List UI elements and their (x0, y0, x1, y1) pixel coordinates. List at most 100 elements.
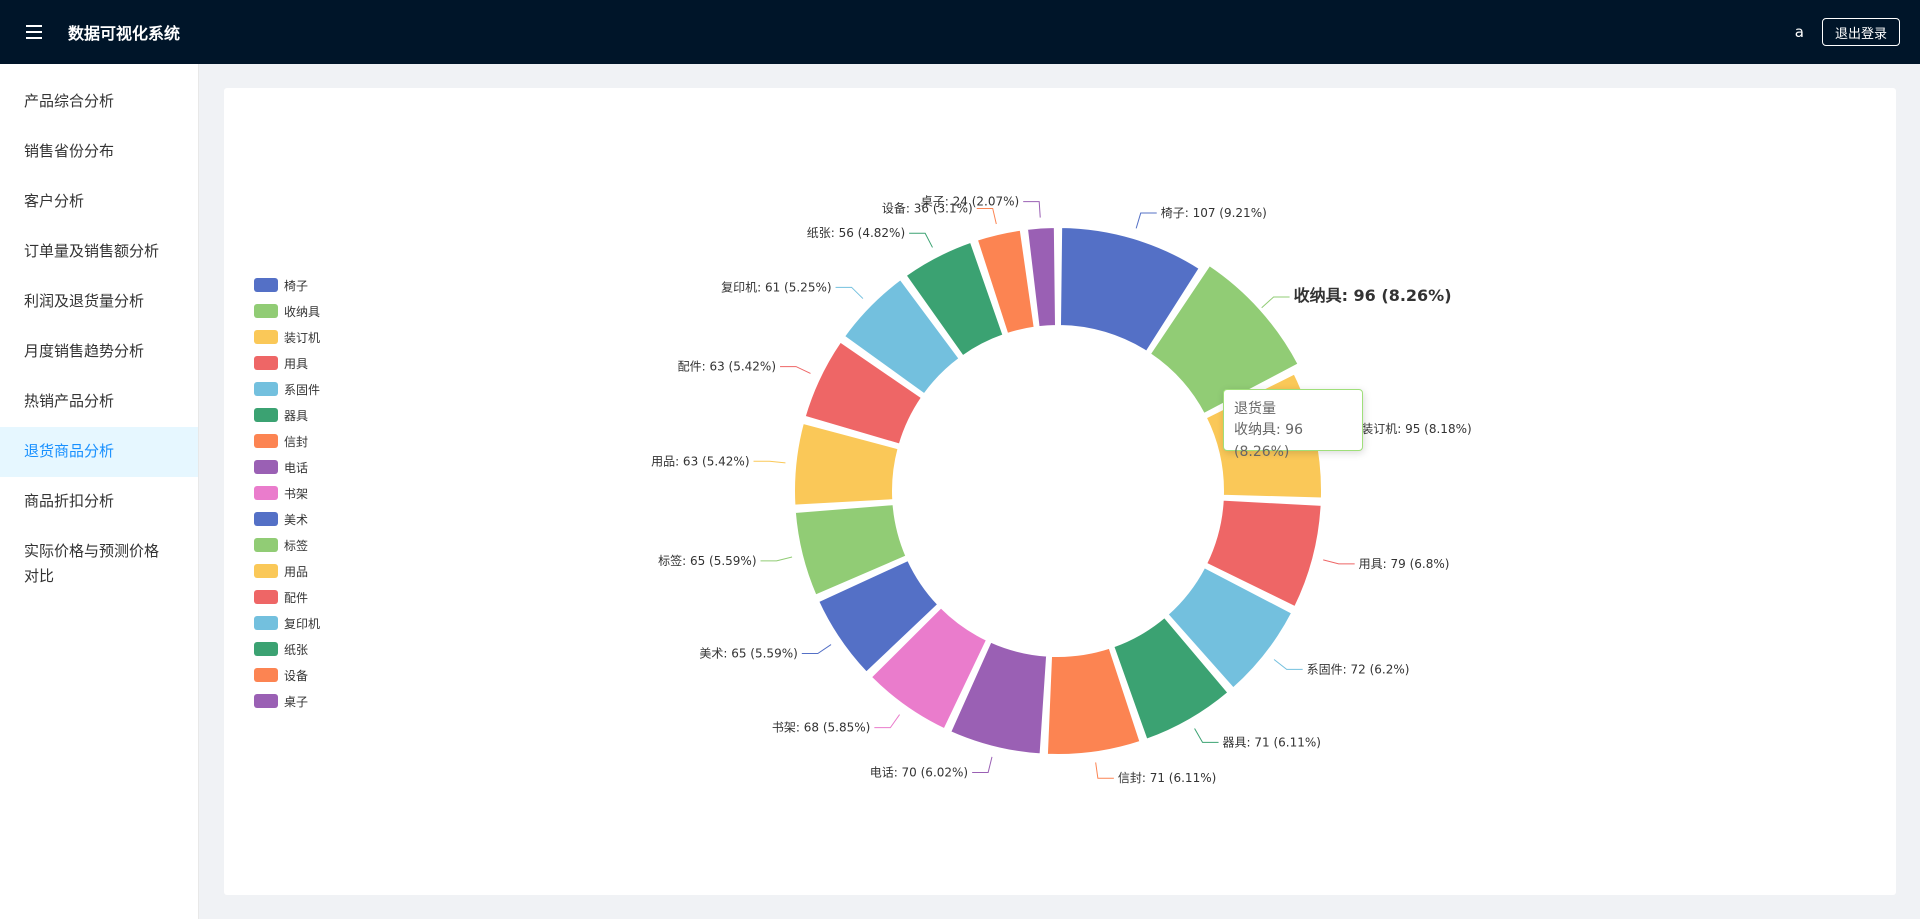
slice-label: 电话: 70 (6.02%) (870, 765, 968, 779)
pie-slice[interactable] (1148, 264, 1300, 416)
legend-item[interactable]: 收纳具 (254, 298, 320, 324)
legend-swatch (254, 564, 278, 578)
legend-item[interactable]: 设备 (254, 662, 320, 688)
pie-slice[interactable] (793, 503, 908, 597)
legend-label: 美术 (284, 512, 309, 527)
label-line (1261, 296, 1290, 309)
legend-label: 复印机 (284, 616, 321, 631)
label-line (1273, 659, 1303, 670)
sidebar-item[interactable]: 月度销售趋势分析 (24, 342, 145, 360)
legend-label: 收纳具 (284, 304, 321, 319)
pie-slice[interactable] (803, 340, 923, 446)
legend-label: 设备 (284, 668, 309, 683)
tooltip-label: 收纳具: (1234, 422, 1281, 438)
legend-item[interactable]: 纸张 (254, 636, 320, 662)
legend-label: 纸张 (284, 642, 309, 657)
sidebar-item[interactable]: 产品综合分析 (24, 92, 115, 110)
chart-legend: 椅子收纳具装订机用具系固件器具信封电话书架美术标签用品配件复印机纸张设备桌子 (254, 272, 320, 714)
pie-slice[interactable] (975, 228, 1036, 335)
app-title: 数据可视化系统 (68, 24, 181, 43)
legend-item[interactable]: 用具 (254, 350, 320, 376)
legend-swatch (254, 512, 278, 526)
pie-slice[interactable] (904, 240, 1005, 358)
hamburger-icon[interactable] (0, 0, 68, 64)
sidebar-item[interactable]: 热销产品分析 (24, 392, 115, 410)
pie-slice[interactable] (793, 421, 900, 507)
legend-swatch (254, 330, 278, 344)
slice-label: 信封: 71 (6.11%) (1118, 771, 1216, 785)
tooltip-value: 96 (8.26%) (1234, 422, 1303, 460)
legend-item[interactable]: 桌子 (254, 688, 320, 714)
legend-item[interactable]: 装订机 (254, 324, 320, 350)
slice-label: 纸张: 56 (4.82%) (807, 226, 905, 240)
legend-item[interactable]: 信封 (254, 428, 320, 454)
label-line (760, 556, 793, 562)
label-line (1095, 762, 1114, 779)
label-line (780, 366, 811, 374)
sidebar-item[interactable]: 销售省份分布 (24, 142, 115, 160)
legend-label: 椅子 (284, 278, 309, 293)
sidebar-item[interactable]: 客户分析 (24, 192, 85, 210)
slice-label: 设备: 36 (3.1%) (882, 201, 973, 215)
legend-item[interactable]: 用品 (254, 558, 320, 584)
legend-label: 用具 (284, 356, 309, 371)
label-line (835, 286, 864, 299)
legend-item[interactable]: 椅子 (254, 272, 320, 298)
pie-slice[interactable] (1166, 566, 1294, 690)
slice-label: 用具: 79 (6.8%) (1359, 557, 1450, 571)
slice-label: 用品: 63 (5.42%) (651, 454, 749, 468)
legend-swatch (254, 642, 278, 656)
legend-item[interactable]: 美术 (254, 506, 320, 532)
legend-item[interactable]: 系固件 (254, 376, 320, 402)
legend-item[interactable]: 标签 (254, 532, 320, 558)
pie-slice[interactable] (1112, 616, 1230, 741)
label-line (1194, 728, 1219, 743)
slice-label: 复印机: 61 (5.25%) (721, 280, 831, 294)
legend-label: 电话 (284, 460, 309, 475)
legend-swatch (254, 304, 278, 318)
legend-item[interactable]: 复印机 (254, 610, 320, 636)
sidebar-item[interactable]: 订单量及销售额分析 (24, 242, 160, 260)
legend-swatch (254, 408, 278, 422)
slice-label: 配件: 63 (5.42%) (678, 360, 776, 374)
legend-swatch (254, 668, 278, 682)
slice-label: 系固件: 72 (6.2%) (1307, 662, 1410, 676)
pie-slice[interactable] (843, 278, 961, 396)
tooltip-title: 退货量 (1234, 401, 1276, 417)
sidebar: 产品综合分析 销售省份分布 客户分析订单量及销售额分析 利润及退货量分析 月度销售趋势分… (0, 64, 199, 919)
sidebar-item[interactable]: 商品折扣分析 (24, 492, 115, 510)
legend-item[interactable]: 电话 (254, 454, 320, 480)
legend-swatch (254, 356, 278, 370)
username: a (1794, 23, 1804, 41)
label-line (801, 644, 832, 654)
pie-slice[interactable] (1058, 226, 1201, 353)
sidebar-item[interactable]: 利润及退货量分析 (24, 292, 145, 310)
legend-item[interactable]: 书架 (254, 480, 320, 506)
label-line (874, 714, 901, 729)
label-line (1323, 559, 1355, 565)
user-area: a 退出登录 (1795, 0, 1900, 64)
legend-swatch (254, 382, 278, 396)
label-line (753, 460, 786, 464)
legend-label: 装订机 (284, 330, 321, 345)
pie-slice[interactable] (1045, 646, 1142, 756)
legend-item[interactable]: 配件 (254, 584, 320, 610)
pie-slice[interactable] (817, 558, 940, 674)
legend-label: 器具 (284, 408, 309, 423)
legend-label: 系固件 (284, 382, 321, 397)
legend-label: 配件 (284, 590, 309, 605)
slice-label: 收纳具: 96 (8.26%) (1294, 286, 1452, 305)
legend-item[interactable]: 器具 (254, 402, 320, 428)
sidebar-item[interactable]: 退货商品分析 (0, 427, 198, 477)
pie-slice[interactable] (1025, 226, 1058, 329)
slice-label: 装订机: 95 (8.18%) (1361, 422, 1471, 436)
pie-slice[interactable] (869, 606, 989, 731)
legend-swatch (254, 486, 278, 500)
label-line (1023, 201, 1041, 218)
legend-label: 标签 (284, 538, 309, 553)
legend-swatch (254, 538, 278, 552)
logout-button[interactable]: 退出登录 (1821, 18, 1900, 46)
pie-slice[interactable] (949, 640, 1049, 756)
pie-slice[interactable] (1205, 498, 1323, 609)
sidebar-item[interactable]: 实际价格与预测价格对比 (24, 542, 160, 585)
